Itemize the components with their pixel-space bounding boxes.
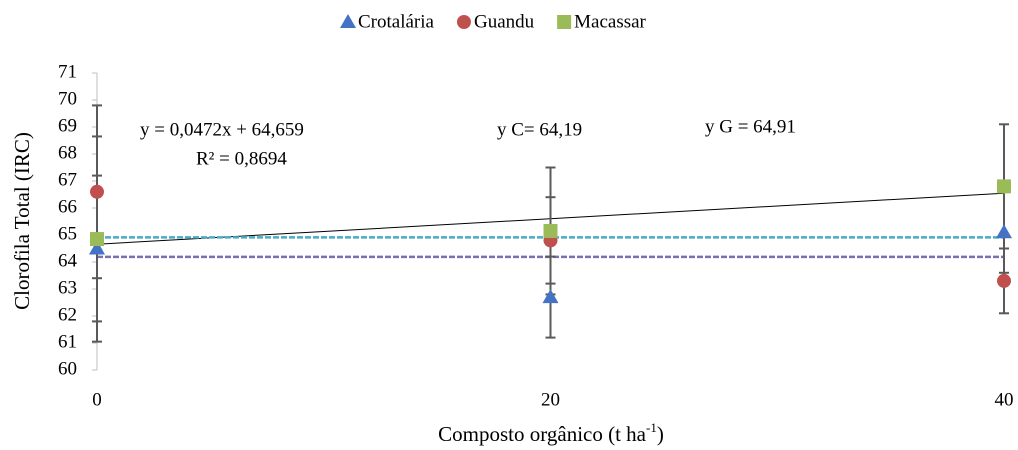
legend-label: Guandu: [474, 11, 535, 32]
y-tick-label: 61: [58, 331, 77, 352]
y-tick-label: 65: [58, 223, 77, 244]
x-axis-title-sup: -1: [646, 420, 657, 435]
point: [996, 224, 1012, 239]
annotation: y C= 64,19: [497, 119, 582, 140]
y-tick-label: 62: [58, 304, 77, 325]
x-tick-label: 0: [92, 389, 102, 410]
x-tick-label: 40: [995, 389, 1014, 410]
point: [542, 289, 559, 304]
x-axis-title: Composto orgânico (t ha-1): [438, 420, 664, 446]
legend-marker: [340, 14, 356, 28]
y-tick-label: 69: [58, 115, 77, 136]
y-tick-label: 64: [58, 250, 78, 271]
x-axis-title-end: ): [657, 422, 664, 446]
point: [89, 240, 105, 255]
y-tick-label: 71: [58, 61, 77, 82]
y-tick-label: 67: [58, 169, 77, 190]
y-tick-label: 70: [58, 88, 77, 109]
annotation: R² = 0,8694: [196, 148, 287, 169]
x-axis-title-text: Composto orgânico (t ha: [438, 422, 647, 446]
point: [90, 232, 104, 247]
y-axis-title: Clorofila Total (IRC): [10, 132, 34, 310]
point: [997, 273, 1011, 288]
legend-marker: [456, 15, 471, 29]
x-tick-label: 20: [541, 389, 560, 410]
y-tick-label: 60: [58, 358, 77, 379]
annotation: y = 0,0472x + 64,659: [140, 119, 304, 140]
legend-label: Crotalária: [358, 11, 435, 32]
point: [997, 179, 1011, 194]
y-tick-label: 66: [58, 196, 77, 217]
annotation: y G = 64,91: [705, 116, 796, 137]
y-tick-label: 63: [58, 277, 77, 298]
point: [90, 184, 104, 199]
point: [543, 223, 558, 238]
legend-label: Macassar: [574, 11, 646, 32]
legend-marker: [557, 15, 572, 29]
y-tick-label: 68: [58, 142, 77, 163]
